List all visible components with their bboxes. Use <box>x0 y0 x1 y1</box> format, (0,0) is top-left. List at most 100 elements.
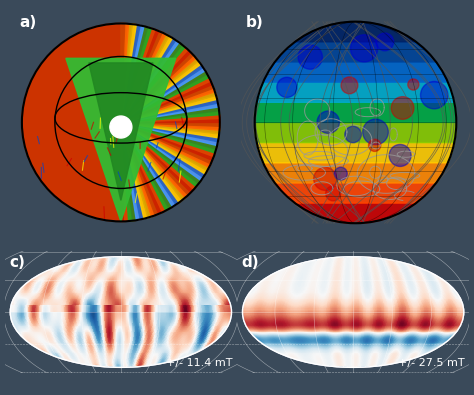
Polygon shape <box>121 24 137 122</box>
Polygon shape <box>121 28 155 122</box>
Polygon shape <box>121 88 215 122</box>
Text: b): b) <box>246 15 263 30</box>
Polygon shape <box>257 143 454 163</box>
Polygon shape <box>121 122 218 145</box>
Polygon shape <box>121 81 212 122</box>
Polygon shape <box>121 47 188 122</box>
Polygon shape <box>121 122 140 220</box>
Polygon shape <box>121 122 207 174</box>
Polygon shape <box>263 163 448 183</box>
Polygon shape <box>121 74 209 122</box>
Circle shape <box>363 119 388 145</box>
Polygon shape <box>121 85 214 122</box>
Polygon shape <box>257 82 454 102</box>
Polygon shape <box>121 32 166 122</box>
Ellipse shape <box>243 257 464 367</box>
Text: a): a) <box>20 15 37 30</box>
Polygon shape <box>121 45 185 122</box>
Polygon shape <box>121 122 216 153</box>
Polygon shape <box>121 122 212 164</box>
Text: +/- 11.4 mT: +/- 11.4 mT <box>166 358 232 368</box>
Polygon shape <box>121 96 217 122</box>
Circle shape <box>341 77 358 94</box>
Circle shape <box>277 77 297 98</box>
Polygon shape <box>121 53 193 122</box>
Polygon shape <box>121 122 162 214</box>
Polygon shape <box>263 62 448 82</box>
Polygon shape <box>121 122 128 221</box>
Circle shape <box>408 79 419 90</box>
Polygon shape <box>121 122 215 157</box>
Polygon shape <box>121 122 220 130</box>
Polygon shape <box>121 38 176 122</box>
Polygon shape <box>121 122 148 219</box>
Circle shape <box>376 33 394 51</box>
Ellipse shape <box>243 257 464 367</box>
Polygon shape <box>121 77 211 122</box>
Polygon shape <box>121 122 133 221</box>
Polygon shape <box>121 50 191 122</box>
Polygon shape <box>121 122 196 190</box>
Polygon shape <box>121 122 125 222</box>
Polygon shape <box>121 122 169 211</box>
Circle shape <box>298 45 322 69</box>
Polygon shape <box>121 122 217 149</box>
Polygon shape <box>255 122 456 143</box>
Text: d): d) <box>242 255 259 270</box>
Polygon shape <box>121 122 166 213</box>
Polygon shape <box>121 115 220 122</box>
Circle shape <box>391 97 414 119</box>
Circle shape <box>368 139 381 151</box>
Polygon shape <box>121 34 169 122</box>
Polygon shape <box>121 122 191 195</box>
Text: c): c) <box>9 255 25 270</box>
Polygon shape <box>121 118 220 122</box>
Text: +/- 27.5 mT: +/- 27.5 mT <box>398 358 465 368</box>
Polygon shape <box>121 122 182 203</box>
Polygon shape <box>121 55 196 122</box>
Polygon shape <box>121 122 179 205</box>
Polygon shape <box>121 26 148 122</box>
Polygon shape <box>121 40 179 122</box>
Ellipse shape <box>10 257 231 367</box>
Polygon shape <box>121 122 144 220</box>
Polygon shape <box>121 30 159 122</box>
Circle shape <box>389 145 411 166</box>
Circle shape <box>350 35 378 62</box>
Polygon shape <box>295 22 416 42</box>
Polygon shape <box>121 122 214 160</box>
Polygon shape <box>121 122 219 138</box>
Polygon shape <box>121 122 185 200</box>
Polygon shape <box>121 122 219 134</box>
Polygon shape <box>121 71 207 122</box>
Circle shape <box>317 111 339 134</box>
Polygon shape <box>121 122 205 177</box>
Circle shape <box>110 116 132 138</box>
Polygon shape <box>121 103 219 122</box>
Polygon shape <box>121 122 155 216</box>
Polygon shape <box>121 100 218 122</box>
Polygon shape <box>121 122 219 142</box>
Polygon shape <box>121 64 203 122</box>
Polygon shape <box>121 92 216 122</box>
Polygon shape <box>121 122 193 192</box>
Polygon shape <box>89 63 153 200</box>
Polygon shape <box>121 122 220 126</box>
Circle shape <box>345 126 361 143</box>
Polygon shape <box>121 122 188 198</box>
Polygon shape <box>121 122 201 184</box>
Circle shape <box>326 186 341 201</box>
Polygon shape <box>121 111 219 122</box>
Polygon shape <box>121 122 173 209</box>
Polygon shape <box>121 25 140 122</box>
Polygon shape <box>121 122 203 181</box>
Polygon shape <box>121 122 137 221</box>
Polygon shape <box>275 183 436 203</box>
Polygon shape <box>121 122 152 218</box>
Polygon shape <box>121 42 182 122</box>
Polygon shape <box>121 25 144 122</box>
Circle shape <box>420 81 448 109</box>
Polygon shape <box>121 61 201 122</box>
Polygon shape <box>121 24 128 122</box>
Polygon shape <box>121 122 176 207</box>
